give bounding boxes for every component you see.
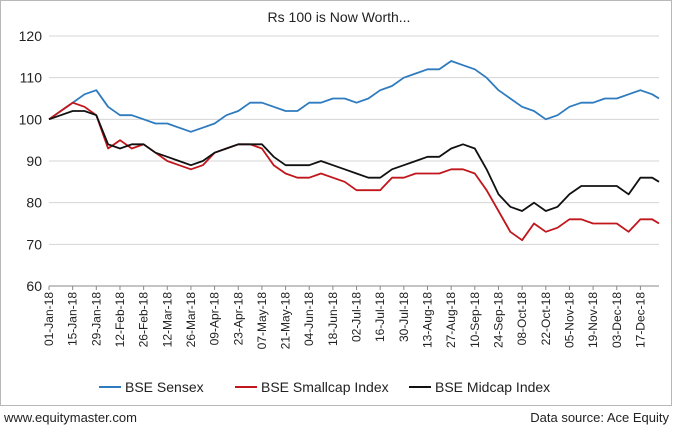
x-tick-label: 26-Mar-18 (184, 292, 198, 348)
footer: www.equitymaster.com Data source: Ace Eq… (0, 407, 675, 429)
x-tick-label: 26-Feb-18 (137, 292, 151, 348)
x-tick-label: 19-Nov-18 (586, 292, 600, 348)
x-tick-label: 09-Apr-18 (208, 292, 222, 346)
x-tick-label: 12-Feb-18 (113, 292, 127, 348)
x-tick-label: 23-Apr-18 (231, 292, 245, 346)
series-line-0 (48, 60, 660, 133)
x-tick-label: 01-Jan-18 (42, 292, 56, 346)
y-tick-label: 110 (20, 70, 43, 86)
x-tick-label: 10-Sep-18 (468, 292, 482, 348)
y-tick-label: 90 (26, 153, 42, 169)
x-tick-label: 21-May-18 (279, 292, 293, 350)
y-tick-label: 80 (26, 195, 42, 211)
x-tick-label: 08-Oct-18 (515, 292, 529, 346)
line-chart: Rs 100 is Now Worth... 60 70 80 90 100 110 120… (19, 9, 660, 395)
chart-frame: Rs 100 is Now Worth... 60 70 80 90 100 110 120… (0, 0, 672, 406)
series-line-2 (48, 110, 660, 212)
x-tick-label: 29-Jan-18 (89, 292, 103, 346)
y-tick-label: 60 (26, 278, 42, 294)
data-source: Data source: Ace Equity (530, 410, 669, 425)
x-tick-label: 17-Dec-18 (633, 292, 647, 348)
x-tick-label: 27-Aug-18 (444, 292, 458, 348)
x-tick-label: 24-Sep-18 (491, 292, 505, 348)
x-tick-label: 22-Oct-18 (539, 292, 553, 346)
x-tick-label: 13-Aug-18 (421, 292, 435, 348)
x-tick-label: 05-Nov-18 (562, 292, 576, 348)
x-tick-label: 04-Jun-18 (302, 292, 316, 346)
x-tick-label: 30-Jul-18 (397, 292, 411, 342)
series-line-1 (48, 101, 660, 242)
x-tick-label: 12-Mar-18 (160, 292, 174, 348)
x-tick-label: 18-Jun-18 (326, 292, 340, 346)
chart-title: Rs 100 is Now Worth... (268, 9, 411, 25)
legend-label: BSE Midcap Index (435, 379, 550, 395)
y-tick-label: 100 (19, 111, 43, 127)
y-tick-label: 120 (19, 28, 43, 44)
y-tick-label: 70 (26, 236, 42, 252)
x-tick-label: 07-May-18 (255, 292, 269, 350)
legend-label: BSE Smallcap Index (261, 379, 389, 395)
x-tick-label: 02-Jul-18 (350, 292, 364, 342)
x-tick-label: 16-Jul-18 (373, 292, 387, 342)
site-url: www.equitymaster.com (4, 410, 137, 425)
x-tick-label: 15-Jan-18 (66, 292, 80, 346)
x-tick-label: 03-Dec-18 (610, 292, 624, 348)
legend-label: BSE Sensex (125, 379, 204, 395)
